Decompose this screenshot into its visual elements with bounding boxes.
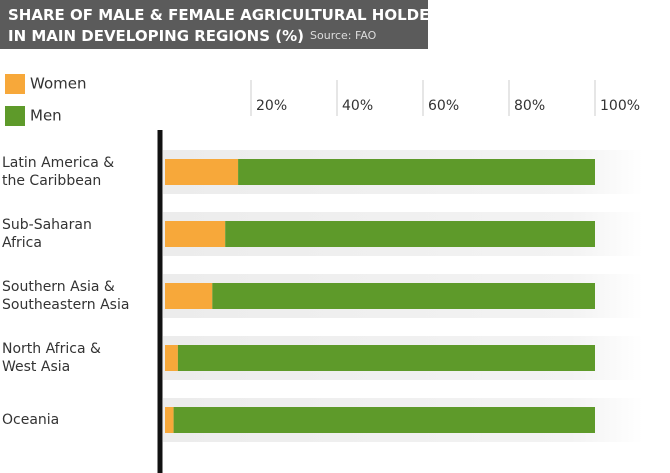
legend-label: Men <box>30 107 62 125</box>
bar-segment <box>225 221 595 247</box>
category-label: Sub-Saharan Africa <box>2 217 92 251</box>
category-label: Latin America & the Caribbean <box>2 155 114 189</box>
category-label: North Africa & West Asia <box>2 341 101 375</box>
bar-segment <box>165 407 174 433</box>
bar-segment <box>238 159 595 185</box>
x-tick-label: 40% <box>342 98 373 114</box>
source: Source: FAO <box>310 29 377 42</box>
bar-segment <box>165 345 178 371</box>
category-label: Oceania <box>2 412 59 428</box>
category-label: Southern Asia & Southeastern Asia <box>2 279 129 313</box>
x-tick-label: 20% <box>256 98 287 114</box>
bar-segment <box>177 345 595 371</box>
chart-title: SHARE OF MALE & FEMALE AGRICULTURAL HOLD… <box>8 6 452 45</box>
title-box <box>0 0 428 49</box>
bar-segment <box>165 221 226 247</box>
x-tick-label: 60% <box>428 98 459 114</box>
legend-label: Women <box>30 75 86 93</box>
bar-segment <box>165 159 239 185</box>
legend-swatch <box>5 74 25 94</box>
legend-swatch <box>5 106 25 126</box>
bar-segment <box>173 407 595 433</box>
x-tick-label: 100% <box>600 98 640 114</box>
x-tick-label: 80% <box>514 98 545 114</box>
bar-segment <box>212 283 596 309</box>
bar-segment <box>165 283 213 309</box>
